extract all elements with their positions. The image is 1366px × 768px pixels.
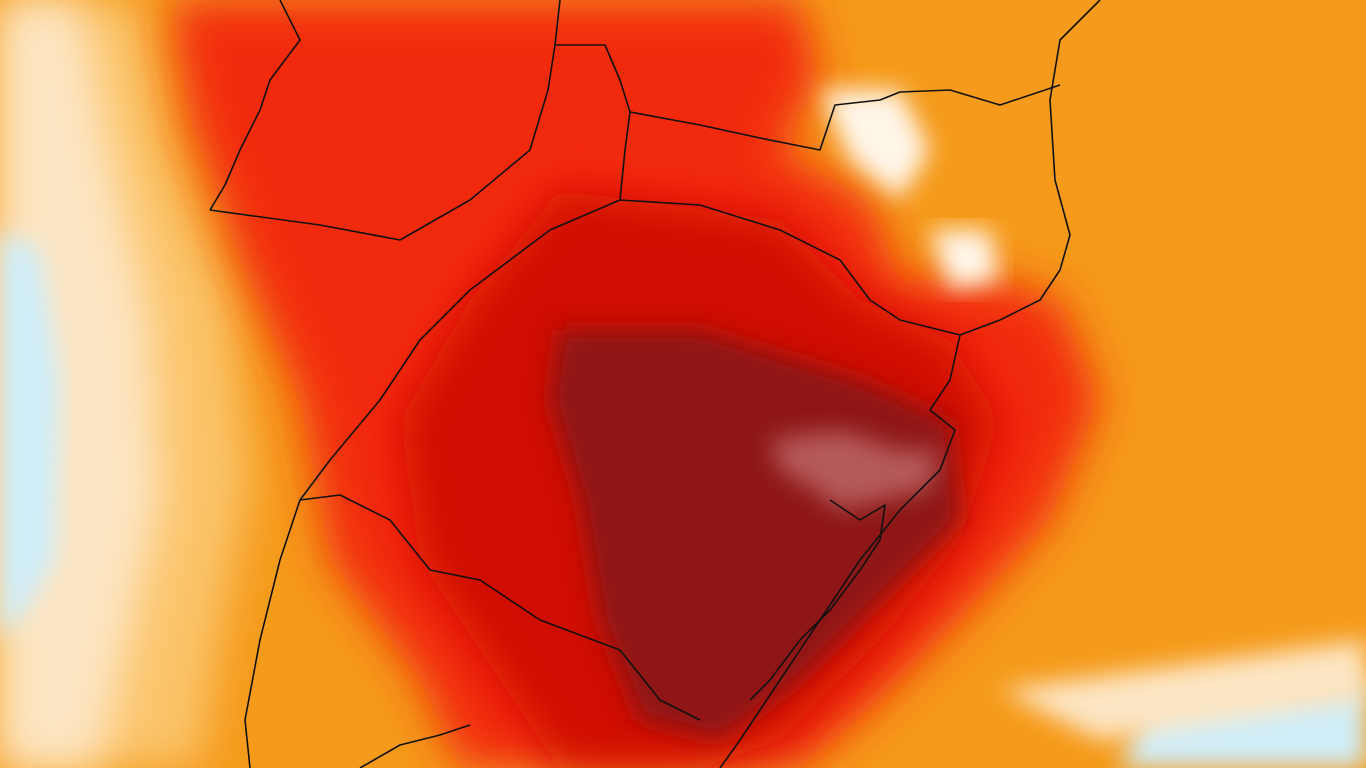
pale-band xyxy=(1000,640,1366,740)
border-line xyxy=(209,0,561,241)
pale-spot xyxy=(820,90,930,200)
coastline xyxy=(359,724,471,768)
coastline xyxy=(719,409,956,768)
cool-patch xyxy=(0,230,60,640)
border-line xyxy=(629,84,1061,151)
border-line xyxy=(619,199,961,411)
pale-spot xyxy=(930,230,1000,290)
coastline xyxy=(959,0,1101,336)
peak-patch xyxy=(770,430,940,510)
borders xyxy=(209,0,1101,768)
extreme-core xyxy=(550,330,960,740)
border-line xyxy=(555,44,631,201)
border-line xyxy=(209,0,301,211)
lagoon-shore xyxy=(749,499,886,701)
border-line xyxy=(244,199,621,768)
border-line xyxy=(299,494,701,721)
